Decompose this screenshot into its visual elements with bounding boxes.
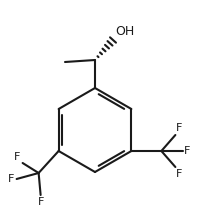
Text: F: F — [8, 174, 15, 184]
Text: OH: OH — [115, 25, 134, 38]
Text: F: F — [176, 123, 183, 133]
Text: F: F — [37, 197, 44, 207]
Text: F: F — [176, 169, 183, 179]
Text: F: F — [14, 152, 21, 162]
Text: F: F — [184, 146, 191, 156]
